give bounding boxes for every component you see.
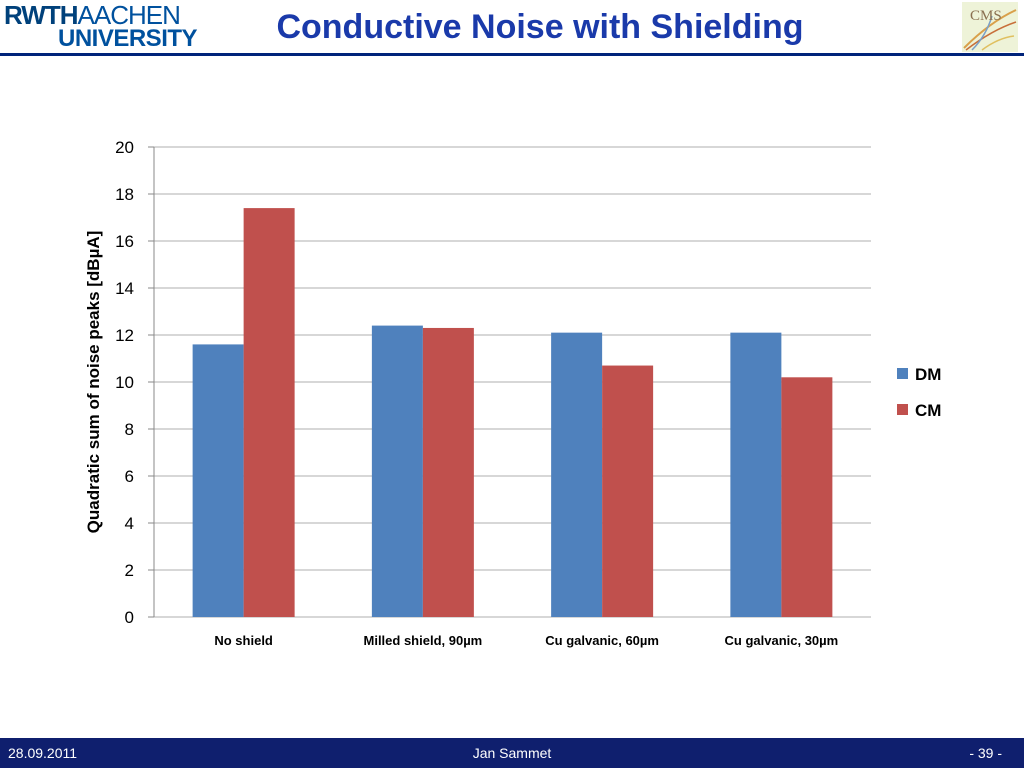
bar-dm — [192, 344, 244, 617]
y-tick-label: 2 — [125, 561, 134, 580]
x-category-label: Milled shield, 90µm — [364, 633, 483, 648]
x-category-label: No shield — [214, 633, 273, 648]
bar-chart: 0 2 4 6 8 10 12 14 16 18 20 No shield Milled shield,… — [84, 138, 941, 648]
bar-cm — [602, 365, 654, 617]
legend-label-cm: CM — [915, 401, 941, 420]
y-tick-label: 14 — [115, 279, 134, 298]
bar-cm — [781, 377, 833, 617]
y-tick-label: 8 — [125, 420, 134, 439]
y-tick-label: 12 — [115, 326, 134, 345]
logo-university-text: UNIVERSITY — [58, 25, 198, 52]
logo-aachen-text: AACHEN — [77, 0, 181, 30]
bar-dm — [371, 325, 423, 617]
x-category-label: Cu galvanic, 60µm — [545, 633, 659, 648]
x-category-label: Cu galvanic, 30µm — [725, 633, 839, 648]
slide-title: Conductive Noise with Shielding — [276, 8, 804, 46]
y-tick-label: 6 — [125, 467, 134, 486]
y-tick-label: 4 — [125, 514, 134, 533]
legend-swatch-cm — [897, 404, 908, 415]
footer-date: 28.09.2011 — [8, 745, 78, 761]
bar-cm — [243, 208, 295, 617]
slide-footer: 28.09.2011 Jan Sammet - 39 - — [0, 738, 1024, 768]
slide-header: RWTHAACHEN UNIVERSITY Conductive Noise w… — [0, 0, 1024, 56]
cms-logo: CMS — [962, 2, 1018, 52]
legend-label-dm: DM — [915, 365, 941, 384]
rwth-logo: RWTHAACHEN UNIVERSITY — [4, 2, 204, 52]
y-tick-label: 10 — [115, 373, 134, 392]
y-tick-label: 20 — [115, 138, 134, 157]
bar-dm — [730, 332, 782, 617]
y-tick-label: 0 — [125, 608, 134, 627]
bar-cm — [422, 327, 474, 617]
y-axis-label: Quadratic sum of noise peaks [dBµA] — [84, 231, 103, 534]
bar-dm — [551, 332, 603, 617]
footer-author: Jan Sammet — [472, 745, 552, 761]
y-tick-label: 18 — [115, 185, 134, 204]
cms-logo-text: CMS — [970, 8, 1002, 24]
legend-swatch-dm — [897, 368, 908, 379]
footer-page-number: - 39 - — [969, 745, 1002, 761]
y-tick-label: 16 — [115, 232, 134, 251]
logo-rwth-text: RWTH — [4, 0, 79, 30]
